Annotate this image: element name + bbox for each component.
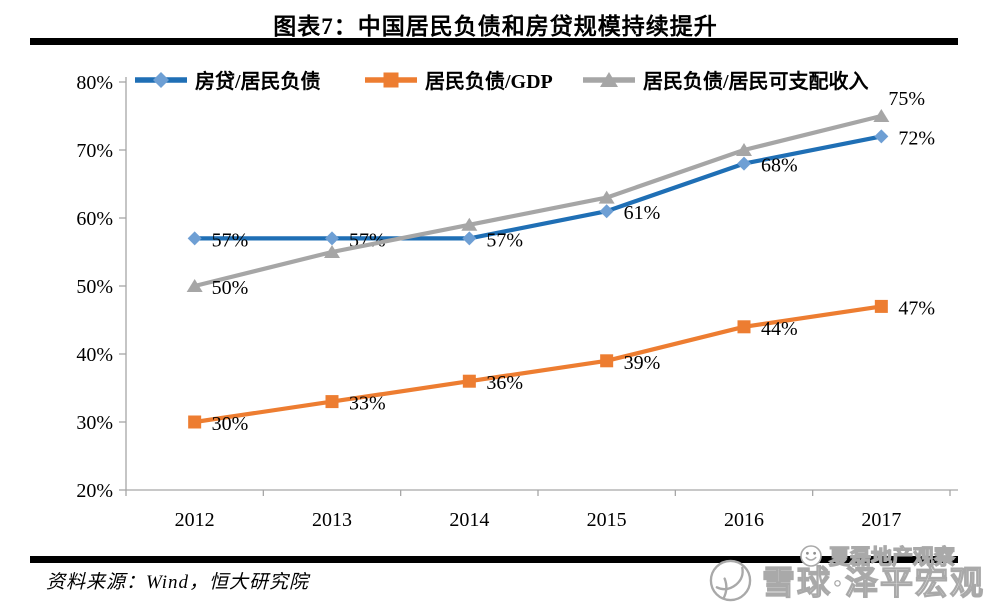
series-0: 57% 57% 57%61%68%72% bbox=[187, 127, 935, 251]
series-line bbox=[192, 304, 884, 425]
marker-triangle bbox=[186, 279, 203, 292]
point-label: 61% bbox=[624, 202, 661, 224]
marker-triangle bbox=[461, 217, 478, 231]
point-label: 50% bbox=[212, 277, 249, 299]
watermark-bottom: 雪球·泽平宏观 bbox=[707, 556, 985, 604]
point-label: 39% bbox=[624, 352, 661, 374]
x-tick-label: 2017 bbox=[861, 509, 901, 531]
chart-title: 图表7：中国居民负债和房贷规模持续提升 bbox=[273, 14, 718, 39]
point-label: 47% bbox=[898, 297, 935, 319]
watermark-top-text: 夏磊地产观察 bbox=[828, 544, 955, 569]
x-tick-label: 2014 bbox=[449, 509, 489, 531]
bottom-divider bbox=[30, 556, 958, 563]
marker-square bbox=[188, 415, 202, 429]
y-tick-label: 60% bbox=[76, 208, 113, 230]
point-label: 72% bbox=[898, 127, 935, 149]
marker-diamond bbox=[187, 231, 202, 246]
legend: 房贷/居民负债 居民负债/GDP 居民负债/居民可支配收入 bbox=[135, 69, 869, 93]
watermark-bottom-text: 雪球·泽平宏观 bbox=[761, 565, 985, 602]
marker-diamond bbox=[737, 156, 751, 171]
marker-square bbox=[325, 395, 339, 409]
y-tick-label: 30% bbox=[76, 412, 113, 434]
marker-triangle bbox=[324, 245, 340, 258]
marker-triangle bbox=[598, 190, 615, 204]
x-tick-label: 2013 bbox=[312, 509, 352, 531]
top-divider bbox=[30, 38, 958, 45]
marker-square bbox=[600, 354, 614, 368]
legend-label: 居民负债/GDP bbox=[425, 69, 553, 93]
marker-diamond bbox=[874, 129, 889, 144]
legend-label: 房贷/居民负债 bbox=[195, 69, 321, 93]
y-tick-label: 40% bbox=[76, 344, 113, 366]
point-label: 33% bbox=[349, 393, 386, 415]
legend-label: 居民负债/居民可支配收入 bbox=[643, 69, 869, 93]
x-tick-label: 2015 bbox=[587, 509, 627, 531]
smiley-icon bbox=[800, 545, 822, 567]
marker-square bbox=[737, 320, 751, 334]
marker-square bbox=[874, 299, 888, 313]
legend-item-1: 居民负债/GDP bbox=[365, 69, 553, 93]
source-note: 资料来源：Wind，恒大研究院 bbox=[46, 572, 310, 593]
snowball-icon bbox=[709, 559, 752, 601]
y-tick-label: 80% bbox=[76, 72, 113, 94]
point-label: 57% bbox=[486, 229, 523, 251]
marker-triangle bbox=[873, 109, 890, 122]
marker-diamond bbox=[599, 204, 614, 219]
legend-item-2: 居民负债/居民可支配收入 bbox=[583, 69, 869, 93]
y-tick-label: 20% bbox=[76, 480, 113, 502]
legend-item-0: 房贷/居民负债 bbox=[135, 69, 321, 93]
watermark-top: 夏磊地产观察 bbox=[799, 541, 956, 571]
point-label: 68% bbox=[761, 155, 798, 177]
point-label: 30% bbox=[212, 413, 249, 435]
series-1: 30% 33% 36% 39% 44% 47% bbox=[188, 297, 935, 435]
x-tick-label: 2012 bbox=[175, 509, 215, 531]
point-label: 57% bbox=[212, 229, 249, 251]
y-tick-label: 50% bbox=[76, 276, 113, 298]
y-tick-label: 70% bbox=[76, 140, 113, 162]
marker-diamond bbox=[325, 231, 339, 246]
x-tick-label: 2016 bbox=[724, 509, 764, 531]
point-label: 36% bbox=[486, 372, 523, 394]
point-label: 44% bbox=[761, 318, 798, 340]
point-label: 75% bbox=[888, 88, 925, 110]
marker-diamond bbox=[153, 72, 169, 88]
marker-triangle bbox=[600, 72, 618, 87]
series-line bbox=[192, 134, 884, 241]
series-line bbox=[192, 113, 884, 289]
marker-square bbox=[383, 72, 399, 88]
marker-diamond bbox=[462, 231, 477, 246]
chart-canvas: 20% 30% 40% 50% 60% 70% 80% 2012 2013 2014 2015 201… bbox=[76, 69, 958, 531]
axes: 20% 30% 40% 50% 60% 70% 80% 2012 2013 2014 2015 201… bbox=[76, 72, 958, 531]
series-2: 50% 75% bbox=[186, 88, 925, 299]
marker-triangle bbox=[736, 143, 752, 156]
marker-square bbox=[462, 374, 476, 388]
